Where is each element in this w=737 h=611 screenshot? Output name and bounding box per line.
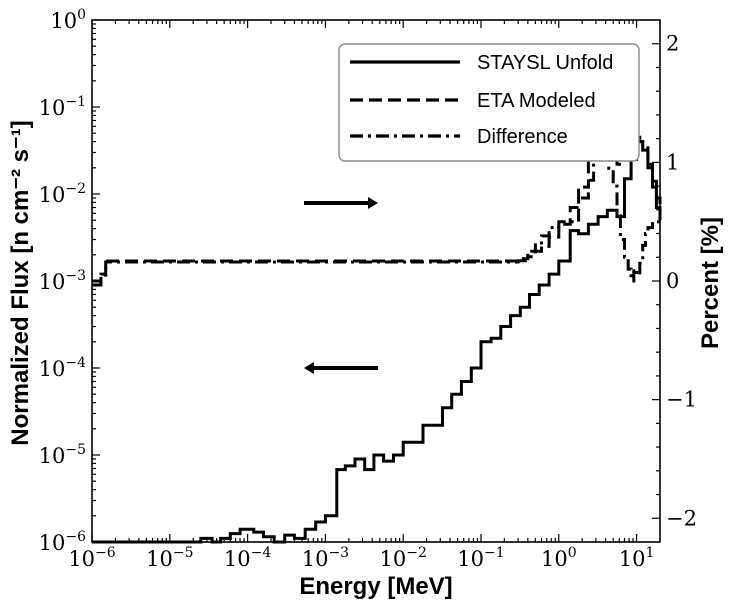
y-tick-label-6-base: 10 xyxy=(50,9,77,33)
y-tick-label-2-exp: −4 xyxy=(65,355,86,371)
y-tick-label-2-base: 10 xyxy=(39,357,66,381)
legend-label-difference: Difference xyxy=(477,126,568,148)
plot-frame xyxy=(91,19,661,543)
y-tick-label-0-base: 10 xyxy=(39,531,66,555)
y-tick-label-2: 10−4 xyxy=(39,355,86,381)
x-tick-label-5: 10−1 xyxy=(457,545,504,571)
y-right-tick-label-2: 0 xyxy=(666,269,679,293)
y-tick-label-3: 10−3 xyxy=(39,268,86,294)
annotation-arrows xyxy=(304,197,378,374)
x-tick-label-5-base: 10 xyxy=(457,547,484,571)
x-tick-label-0-base: 10 xyxy=(68,547,95,571)
series-layer xyxy=(92,135,662,544)
x-tick-label-2-base: 10 xyxy=(224,547,251,571)
y-axis-label: Normalized Flux [n cm⁻² s⁻¹] xyxy=(7,120,34,445)
legend-box xyxy=(338,43,640,162)
x-axis-label: Energy [MeV] xyxy=(299,573,452,600)
y-tick-label-5-base: 10 xyxy=(39,96,66,120)
x-tick-label-7-exp: 1 xyxy=(645,545,654,561)
y-right-tick-label-1: −1 xyxy=(666,388,697,412)
x-tick-label-6-base: 10 xyxy=(541,547,568,571)
y-tick-label-6-exp: 0 xyxy=(77,7,86,23)
x-tick-label-7: 101 xyxy=(619,545,655,571)
x-tick-label-0-exp: −6 xyxy=(95,545,116,561)
y-tick-label-1-exp: −5 xyxy=(65,442,86,458)
y-right-axis-label: Percent [%] xyxy=(697,217,724,349)
y-axis-label-text: Normalized Flux [n cm⁻² s⁻¹] xyxy=(7,120,34,445)
x-tick-label-2-exp: −4 xyxy=(251,545,272,561)
y-tick-label-4: 10−2 xyxy=(39,181,86,207)
x-tick-label-6: 100 xyxy=(541,545,577,571)
arrow-left-head xyxy=(304,362,314,374)
y-right-tick-label-0: −2 xyxy=(666,506,697,530)
y-right-tick-label-3: 1 xyxy=(666,150,679,174)
x-tick-label-6-exp: 0 xyxy=(568,545,577,561)
x-tick-label-4-base: 10 xyxy=(380,547,407,571)
x-tick-label-3-base: 10 xyxy=(302,547,329,571)
y-tick-label-5-exp: −1 xyxy=(65,94,86,110)
y-tick-label-4-exp: −2 xyxy=(65,181,86,197)
y-right-tick-label-4: 2 xyxy=(666,32,679,56)
x-tick-label-3-exp: −3 xyxy=(328,545,349,561)
legend: STAYSL Unfold ETA Modeled Difference xyxy=(338,43,640,162)
y-tick-label-0-exp: −6 xyxy=(65,529,86,545)
x-tick-label-3: 10−3 xyxy=(302,545,349,571)
x-tick-label-4: 10−2 xyxy=(380,545,427,571)
x-tick-label-1: 10−5 xyxy=(146,545,193,571)
y-tick-label-1: 10−5 xyxy=(39,442,86,468)
legend-label-staysl: STAYSL Unfold xyxy=(477,52,613,74)
y-tick-label-4-base: 10 xyxy=(39,183,66,207)
y-tick-label-3-base: 10 xyxy=(39,270,66,294)
y-tick-label-3-exp: −3 xyxy=(65,268,86,284)
legend-label-eta: ETA Modeled xyxy=(477,90,596,112)
tick-labels: 10−6 10−5 10−4 10−3 10−2 10−1 100 10110−610−510… xyxy=(39,7,697,571)
x-tick-label-5-exp: −1 xyxy=(484,545,505,561)
x-tick-label-1-base: 10 xyxy=(146,547,173,571)
x-tick-label-4-exp: −2 xyxy=(406,545,427,561)
x-tick-label-7-base: 10 xyxy=(619,547,646,571)
arrow-right-head xyxy=(368,197,378,209)
y-tick-label-1-base: 10 xyxy=(39,444,66,468)
x-tick-label-2: 10−4 xyxy=(224,545,271,571)
series-line-staysl-unfold xyxy=(92,140,662,544)
y-tick-label-6: 100 xyxy=(50,7,86,33)
y-tick-label-0: 10−6 xyxy=(39,529,86,555)
x-tick-label-1-exp: −5 xyxy=(173,545,194,561)
x-tick-label-0: 10−6 xyxy=(68,545,115,571)
y-tick-label-5: 10−1 xyxy=(39,94,86,120)
